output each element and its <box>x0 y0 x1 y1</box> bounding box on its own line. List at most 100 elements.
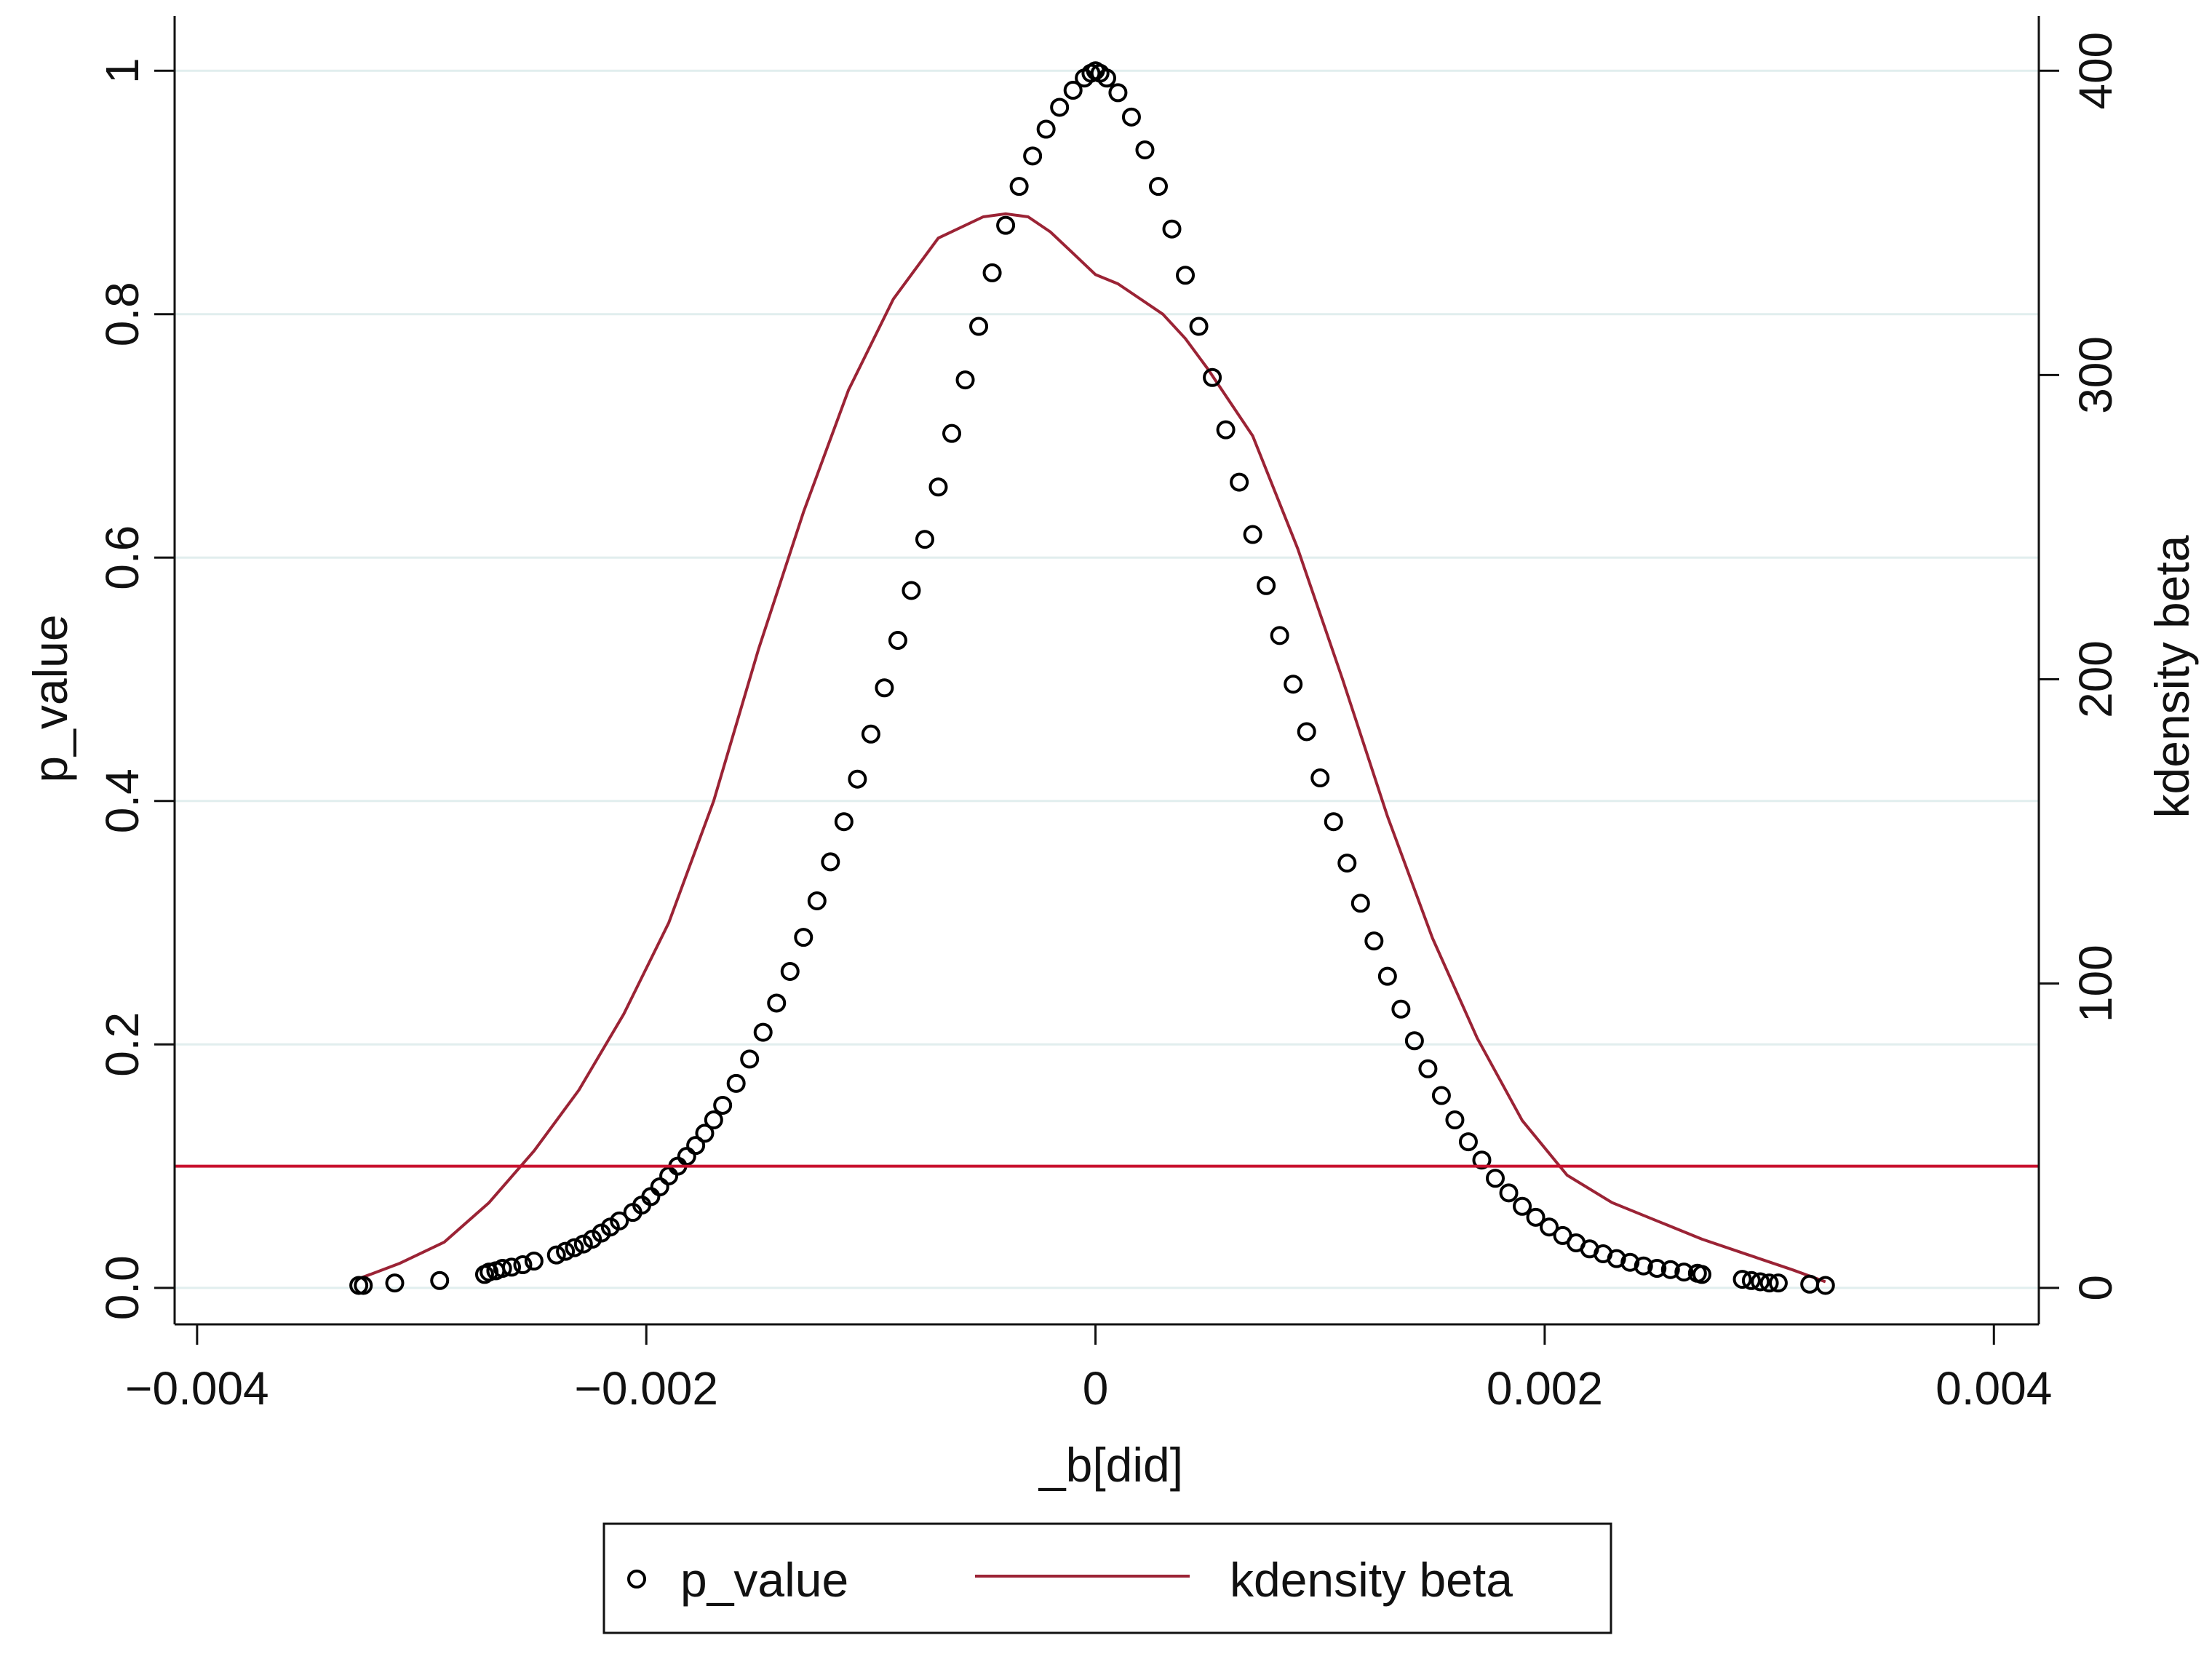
p-value-point <box>1377 966 1397 986</box>
p-value-point <box>1486 1169 1505 1188</box>
p-value-point <box>794 928 813 947</box>
p-value-point <box>753 1022 773 1042</box>
p-value-point <box>1176 266 1195 285</box>
p-value-point <box>1297 722 1316 741</box>
x-tick-label: 0.002 <box>1487 1362 1603 1415</box>
p-value-point <box>385 1273 405 1293</box>
p-value-point <box>1310 768 1330 788</box>
p-value-point <box>942 424 962 443</box>
p-value-point <box>1009 177 1029 196</box>
p-value-point <box>969 317 989 336</box>
p-value-point <box>1815 1276 1835 1295</box>
p-value-point <box>573 1234 593 1254</box>
p-value-point <box>902 581 921 600</box>
p-value-point <box>1243 525 1262 544</box>
p-value-point <box>1148 177 1168 196</box>
p-value-series <box>349 61 1835 1295</box>
p-value-point <box>1391 999 1411 1019</box>
p-value-point <box>1540 1217 1559 1237</box>
p-value-point <box>955 370 975 390</box>
p-value-point <box>1257 576 1276 595</box>
y-right-tick-label: 300 <box>2069 336 2122 414</box>
p-value-point <box>1050 98 1070 117</box>
p-value-point <box>1063 81 1083 100</box>
legend-label-kdensity: kdensity beta <box>1230 1553 1513 1607</box>
y-axis-right-title: kdensity beta <box>2145 535 2199 818</box>
p-value-point <box>982 263 1002 282</box>
legend-box <box>602 1522 1612 1634</box>
p-value-point <box>1364 931 1384 951</box>
axes <box>154 16 2059 1345</box>
x-tick-label: −0.002 <box>574 1362 718 1415</box>
p-value-point <box>767 993 787 1013</box>
p-value-point <box>861 724 880 744</box>
p-value-point <box>1404 1031 1424 1051</box>
p-value-point <box>1445 1110 1465 1130</box>
p-value-point <box>1324 812 1343 832</box>
p-value-point <box>430 1271 450 1290</box>
p-value-point <box>1350 894 1370 913</box>
p-value-point <box>848 769 867 789</box>
y-left-tick-label: 0.2 <box>96 1012 148 1077</box>
y-left-tick-label: 0.4 <box>96 768 148 833</box>
p-value-point <box>1418 1059 1438 1078</box>
p-value-point <box>556 1241 576 1261</box>
p-value-point <box>1135 140 1155 159</box>
p-value-point <box>1674 1263 1694 1282</box>
p-value-point <box>493 1259 512 1279</box>
p-value-point <box>888 631 907 651</box>
p-value-point <box>1513 1196 1532 1216</box>
y-right-tick-label: 200 <box>2069 640 2122 718</box>
kdensity-series <box>358 212 1826 1284</box>
p-value-point <box>1660 1260 1680 1279</box>
y-left-tick-label: 0.6 <box>96 525 148 590</box>
p-value-point <box>1337 854 1357 873</box>
x-tick-label: 0.004 <box>1936 1362 2052 1415</box>
tick-labels: −0.004 −0.002 0 0.002 0.0040.00.20.40.60.810… <box>96 32 2122 1415</box>
p-value-point <box>695 1124 715 1143</box>
p-value-point <box>1023 146 1043 166</box>
x-tick-label: 0 <box>1083 1362 1109 1415</box>
p-value-point <box>915 530 934 549</box>
p-value-point <box>686 1136 706 1156</box>
x-tick-label: −0.004 <box>125 1362 269 1415</box>
y-right-tick-label: 100 <box>2069 945 2122 1022</box>
p-value-point <box>513 1255 533 1275</box>
p-value-point <box>1634 1256 1653 1276</box>
p-value-point <box>1284 675 1303 694</box>
p-value-point <box>713 1095 733 1115</box>
p-value-point <box>834 812 854 832</box>
p-value-point <box>1692 1265 1711 1284</box>
p-value-point <box>1108 83 1128 103</box>
p-value-point <box>1741 1271 1761 1290</box>
p-value-point <box>1458 1132 1478 1152</box>
p-value-point <box>1203 367 1222 387</box>
p-value-point <box>502 1257 522 1277</box>
p-value-point <box>1499 1183 1519 1203</box>
p-value-point <box>1751 1272 1770 1292</box>
p-value-point <box>740 1049 760 1069</box>
p-value-point <box>524 1252 544 1271</box>
y-left-tick-label: 1 <box>96 57 148 84</box>
legend-label-p-value: p_value <box>680 1553 848 1607</box>
kdensity-line <box>358 212 1826 1284</box>
p-value-point <box>1121 107 1141 127</box>
p-value-point <box>1647 1259 1667 1279</box>
p-value-point <box>1189 317 1209 336</box>
p-value-point <box>1431 1086 1451 1105</box>
y-left-tick-label: 0.0 <box>96 1255 148 1320</box>
p-value-point <box>1270 626 1289 645</box>
p-value-point <box>1097 68 1116 88</box>
p-value-point <box>1732 1270 1752 1289</box>
y-axis-left-title: p_value <box>23 614 77 782</box>
p-value-point <box>726 1073 746 1093</box>
p-value-point <box>1526 1207 1545 1227</box>
legend-marker-p-value <box>627 1570 646 1589</box>
p-value-point <box>1759 1273 1779 1293</box>
p-value-point <box>1230 472 1249 492</box>
p-value-point <box>565 1238 584 1257</box>
legend: p_value kdensity beta <box>602 1522 1612 1634</box>
p-value-point <box>1162 219 1182 239</box>
p-value-point <box>610 1211 629 1230</box>
